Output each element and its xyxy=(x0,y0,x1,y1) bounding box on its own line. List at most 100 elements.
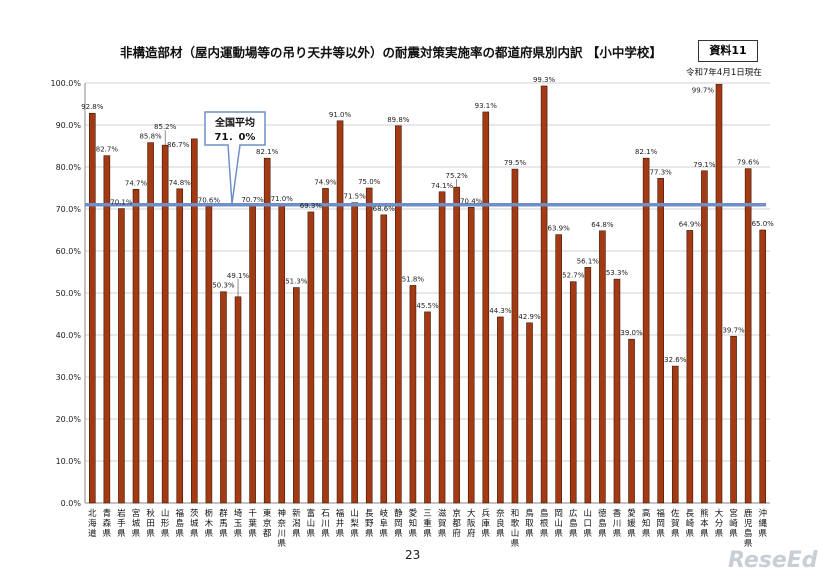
bar xyxy=(453,186,460,504)
x-tick-label: 三重県 xyxy=(423,509,432,539)
x-tick-label: 宮崎県 xyxy=(729,508,738,539)
x-tick-label: 兵庫県 xyxy=(482,508,491,539)
data-label: 44.3% xyxy=(489,307,512,315)
x-tick-label: 香川県 xyxy=(613,508,622,539)
x-tick-label: 神奈川県 xyxy=(277,508,286,549)
bar xyxy=(147,142,154,504)
x-tick-label: 群馬県 xyxy=(219,508,228,539)
x-tick-label: 滋賀県 xyxy=(438,508,447,539)
x-tick-label: 静岡県 xyxy=(394,508,403,539)
bar xyxy=(220,291,227,504)
bar xyxy=(307,211,315,504)
data-label: 71.0% xyxy=(271,195,294,203)
bar xyxy=(744,168,752,504)
data-label: 79.1% xyxy=(693,161,716,169)
data-label: 68.6% xyxy=(373,205,396,213)
bar xyxy=(613,278,621,504)
data-label: 69.3% xyxy=(300,202,323,210)
y-tick-label: 0.0% xyxy=(61,499,82,508)
x-tick-label: 愛媛県 xyxy=(627,508,636,539)
data-label: 93.1% xyxy=(475,102,498,110)
data-label: 39.7% xyxy=(722,326,745,334)
x-tick-label: 長崎県 xyxy=(686,509,695,539)
data-label: 56.1% xyxy=(577,257,600,265)
data-label: 92.8% xyxy=(81,103,104,111)
bar xyxy=(132,188,140,504)
x-tick-label: 岩手県 xyxy=(117,508,126,539)
data-label: 70.6% xyxy=(198,196,221,204)
x-tick-label: 和歌山県 xyxy=(511,509,520,549)
bar xyxy=(540,85,548,504)
x-tick-label: 鳥取県 xyxy=(525,508,534,539)
data-label: 64.9% xyxy=(679,220,702,228)
data-label: 85.8% xyxy=(139,133,162,141)
data-label: 32.6% xyxy=(664,356,687,364)
y-tick-label: 90.0% xyxy=(56,121,82,130)
bar xyxy=(482,111,490,504)
x-tick-label: 千葉県 xyxy=(248,508,257,539)
bar xyxy=(555,234,562,504)
y-tick-label: 60.0% xyxy=(56,247,82,256)
y-tick-label: 70.0% xyxy=(56,205,82,214)
bar xyxy=(526,322,533,504)
x-tick-label: 佐賀県 xyxy=(671,508,680,539)
bar xyxy=(759,229,767,504)
average-label: 全国平均 xyxy=(214,116,255,129)
bar xyxy=(351,202,358,504)
data-label: 99.3% xyxy=(533,76,556,84)
bar xyxy=(103,155,111,504)
x-tick-label: 長野県 xyxy=(365,509,374,539)
bar xyxy=(671,365,679,504)
bar xyxy=(730,335,737,504)
data-label: 63.9% xyxy=(548,225,571,233)
bar xyxy=(293,287,300,504)
bar xyxy=(161,144,169,504)
y-tick-label: 30.0% xyxy=(56,373,82,382)
x-tick-label: 福岡県 xyxy=(656,508,665,539)
x-tick-label: 島根県 xyxy=(540,508,549,539)
data-label: 74.8% xyxy=(169,179,192,187)
x-tick-label: 愛知県 xyxy=(409,508,418,539)
x-tick-label: 山梨県 xyxy=(350,508,359,539)
data-label: 45.5% xyxy=(416,302,439,310)
bar xyxy=(249,205,256,504)
data-label: 42.9% xyxy=(518,313,541,321)
chart-title: 非構造部材（屋内運動場等の吊り天井等以外）の耐震対策実施率の都道府県別内訳 【小… xyxy=(120,45,662,60)
bar xyxy=(176,188,184,504)
data-label: 70.4% xyxy=(460,197,483,205)
bar xyxy=(467,207,475,504)
x-tick-label: 福島県 xyxy=(175,508,184,539)
bar xyxy=(88,112,96,504)
bar xyxy=(336,120,344,504)
bar xyxy=(205,206,213,504)
data-label: 86.7% xyxy=(167,141,190,149)
data-label: 51.8% xyxy=(402,275,425,283)
bar xyxy=(409,285,417,504)
bar xyxy=(511,168,519,504)
bar xyxy=(584,267,592,504)
x-tick-label: 岐阜県 xyxy=(380,508,389,539)
bar xyxy=(657,178,664,504)
bar xyxy=(628,338,635,504)
data-label: 74.1% xyxy=(431,182,454,190)
x-tick-label: 福井県 xyxy=(336,508,345,539)
x-tick-label: 広島県 xyxy=(569,508,578,539)
data-label: 74.7% xyxy=(125,179,148,187)
bar xyxy=(438,191,446,504)
y-tick-label: 80.0% xyxy=(56,163,82,172)
bar xyxy=(599,230,606,504)
y-tick-label: 40.0% xyxy=(56,331,82,340)
data-label: 82.1% xyxy=(256,148,279,156)
bar xyxy=(322,188,329,504)
x-tick-label: 徳島県 xyxy=(598,508,607,539)
data-label: 82.1% xyxy=(635,148,658,156)
data-label: 74.9% xyxy=(314,178,337,186)
x-tick-label: 岡山県 xyxy=(554,509,563,539)
average-value: 71．0% xyxy=(215,132,256,143)
bar xyxy=(191,138,198,504)
bar xyxy=(424,311,431,504)
x-tick-label: 大分県 xyxy=(715,508,724,539)
data-label: 79.5% xyxy=(504,159,527,167)
x-tick-label: 栃木県 xyxy=(205,508,214,539)
